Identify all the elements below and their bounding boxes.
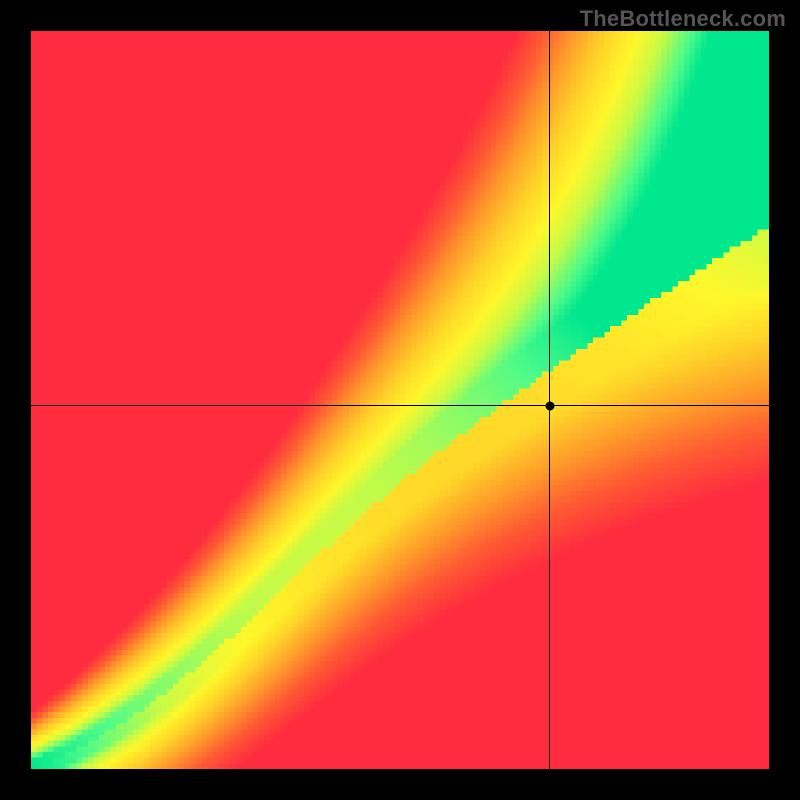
plot-area (31, 31, 769, 769)
crosshair-marker (545, 401, 554, 410)
chart-container: TheBottleneck.com (0, 0, 800, 800)
crosshair-vertical (549, 31, 550, 769)
watermark-text: TheBottleneck.com (580, 6, 786, 32)
crosshair-horizontal (31, 405, 769, 406)
heatmap-canvas (31, 31, 769, 769)
